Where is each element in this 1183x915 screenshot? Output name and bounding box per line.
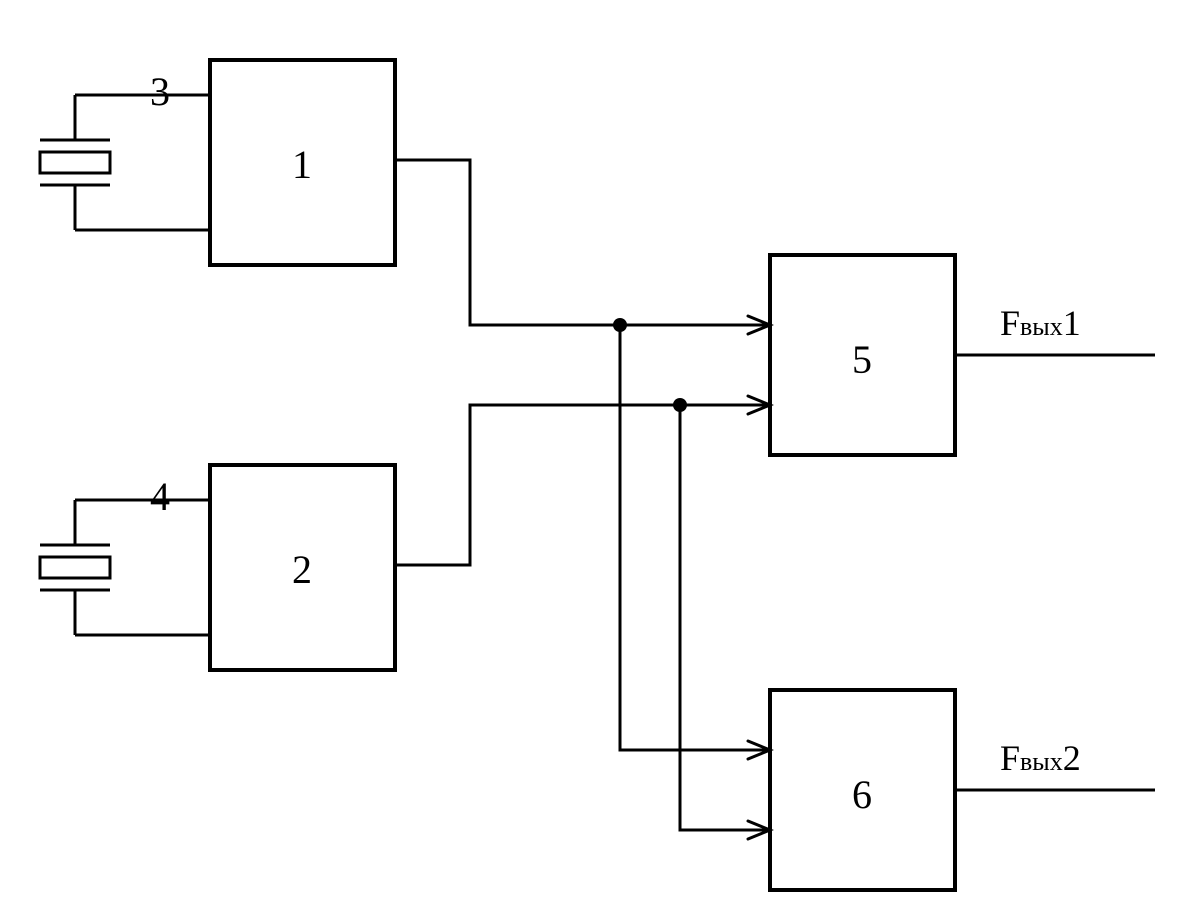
block-label-b6: 6 [852,772,872,817]
block-label-b5: 5 [852,337,872,382]
block-label-b1: 1 [292,142,312,187]
wire-b2-to-b5bot [395,405,770,565]
output-label-o2: Fвых2 [1000,738,1081,778]
wire-botnode-to-b6bot [680,405,770,830]
crystal-body-c3 [40,152,110,173]
wire-b1-to-b5top [395,160,770,325]
wire-topnode-to-b6top [620,325,770,750]
crystal-bot-lead-c3 [75,185,210,230]
block-label-b2: 2 [292,547,312,592]
crystal-body-c4 [40,557,110,578]
crystal-label-c4: 4 [150,474,170,519]
crystal-bot-lead-c4 [75,590,210,635]
crystal-label-c3: 3 [150,69,170,114]
crystal-top-lead-c3 [75,95,210,140]
output-label-o1: Fвых1 [1000,303,1081,343]
crystal-top-lead-c4 [75,500,210,545]
